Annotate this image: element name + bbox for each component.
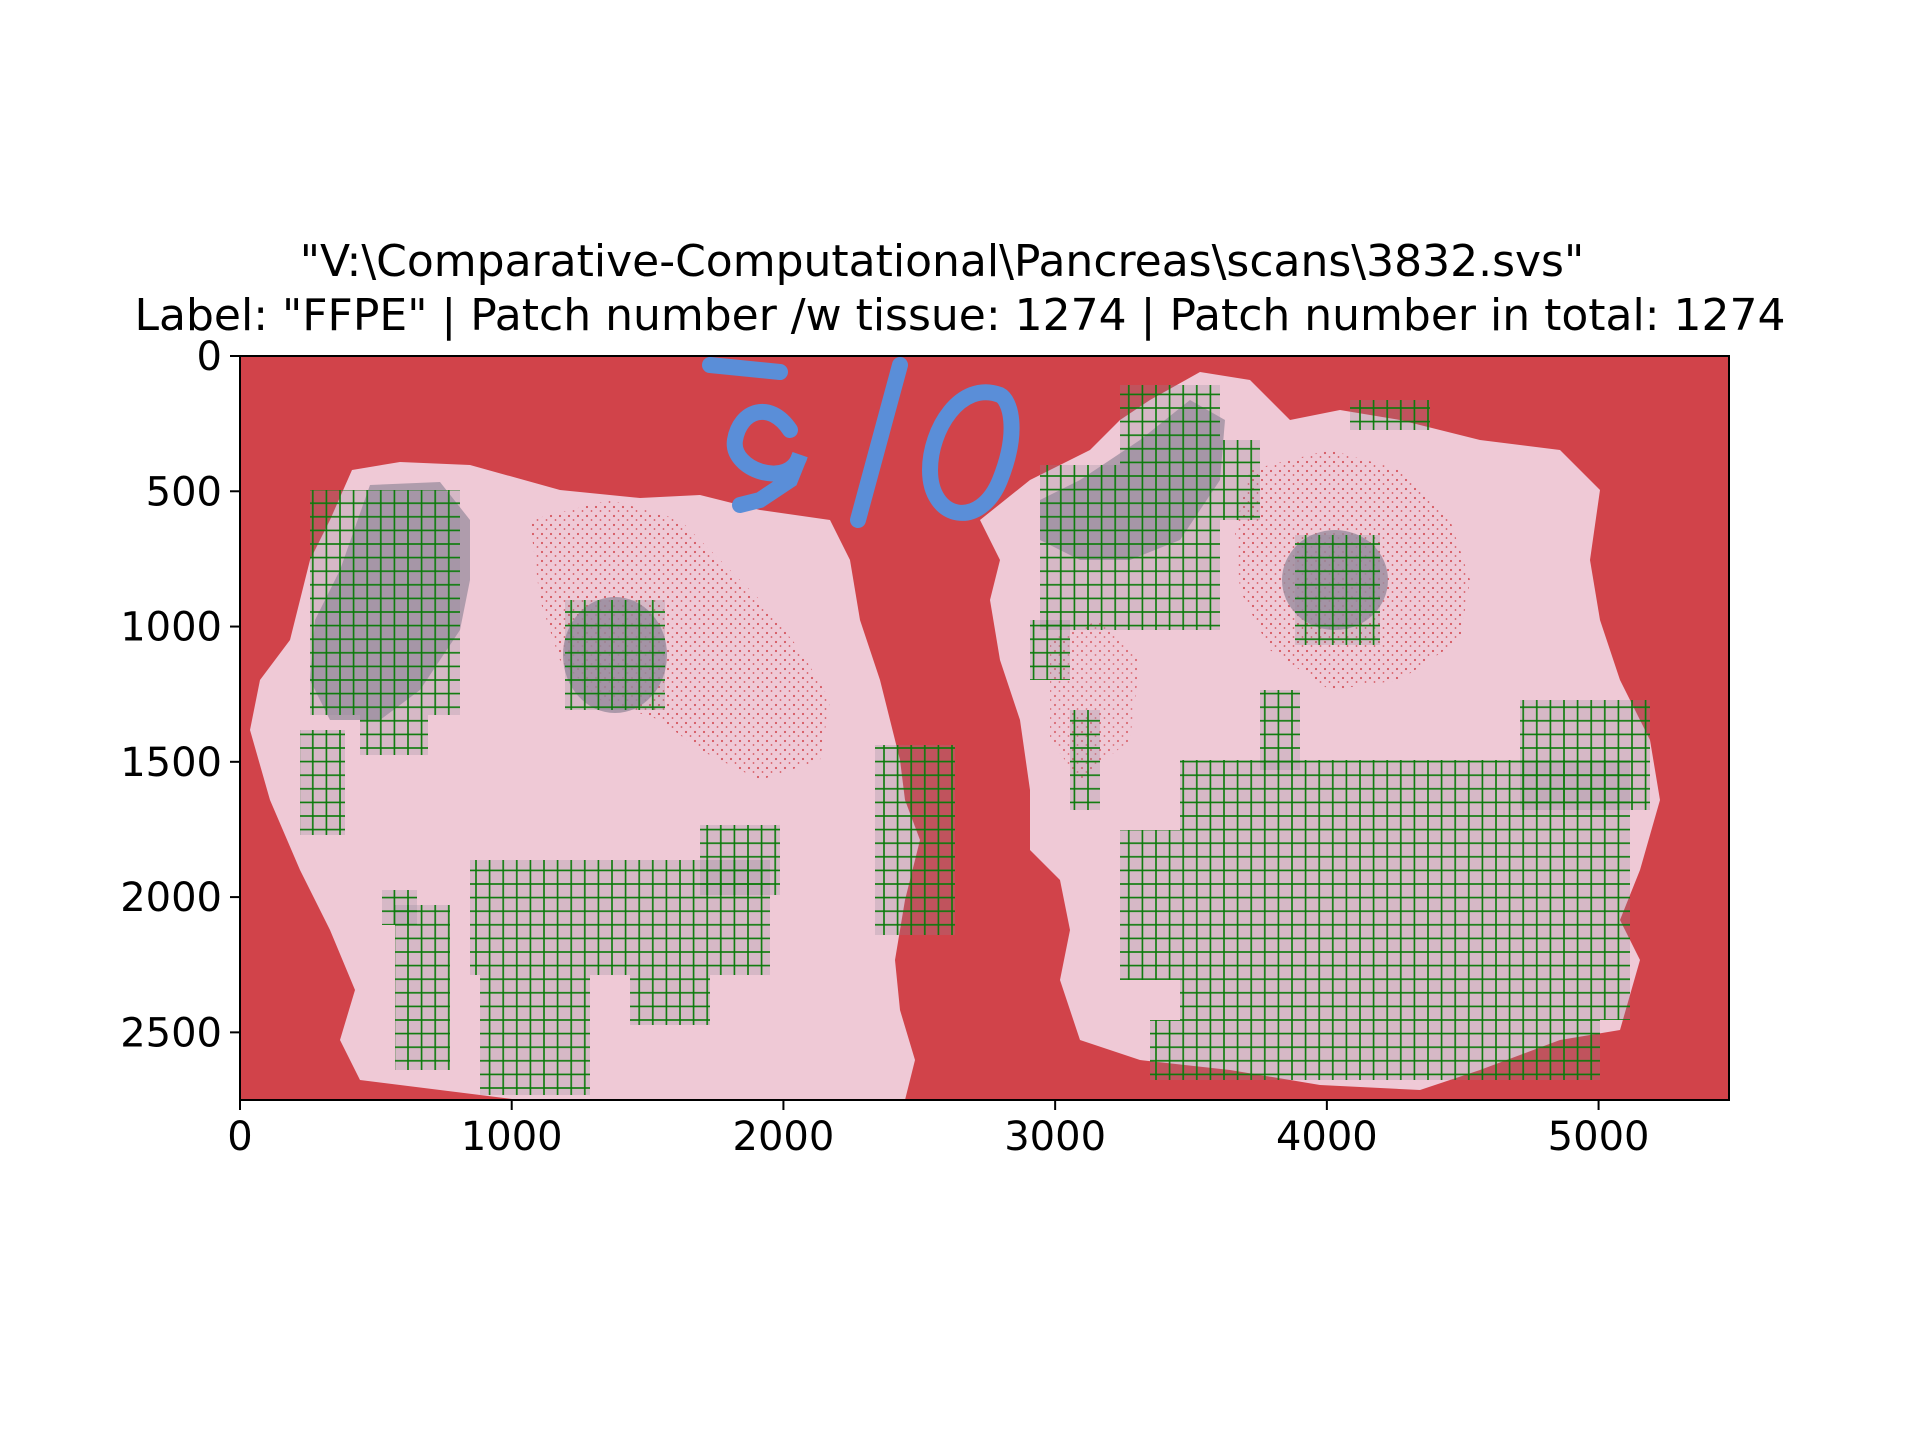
plot-title-line-1: "V:\Comparative-Computational\Pancreas\s… [299, 236, 1585, 287]
marker-ink [702, 357, 1020, 528]
tissue-patch-grid [300, 385, 1650, 1095]
y-axis: 0 500 1000 1500 2000 2500 [120, 334, 240, 1056]
x-tick-label: 4000 [1276, 1114, 1378, 1160]
y-tick-label: 1500 [120, 740, 222, 786]
y-tick-label: 1000 [120, 605, 222, 651]
plot-title-line-2: Label: "FFPE" | Patch number /w tissue: … [134, 290, 1786, 341]
x-axis: 0 1000 2000 3000 4000 5000 [227, 1100, 1649, 1160]
x-tick-label: 5000 [1548, 1114, 1650, 1160]
axes-frame [239, 355, 1730, 1101]
y-tick-label: 0 [197, 334, 222, 380]
x-tick-label: 3000 [1004, 1114, 1106, 1160]
x-tick-label: 0 [227, 1114, 252, 1160]
x-tick-label: 1000 [461, 1114, 563, 1160]
slide-image [240, 356, 1729, 1100]
y-tick-label: 2000 [120, 875, 222, 921]
y-tick-label: 500 [146, 469, 222, 515]
x-tick-label: 2000 [733, 1114, 835, 1160]
y-tick-label: 2500 [120, 1010, 222, 1056]
